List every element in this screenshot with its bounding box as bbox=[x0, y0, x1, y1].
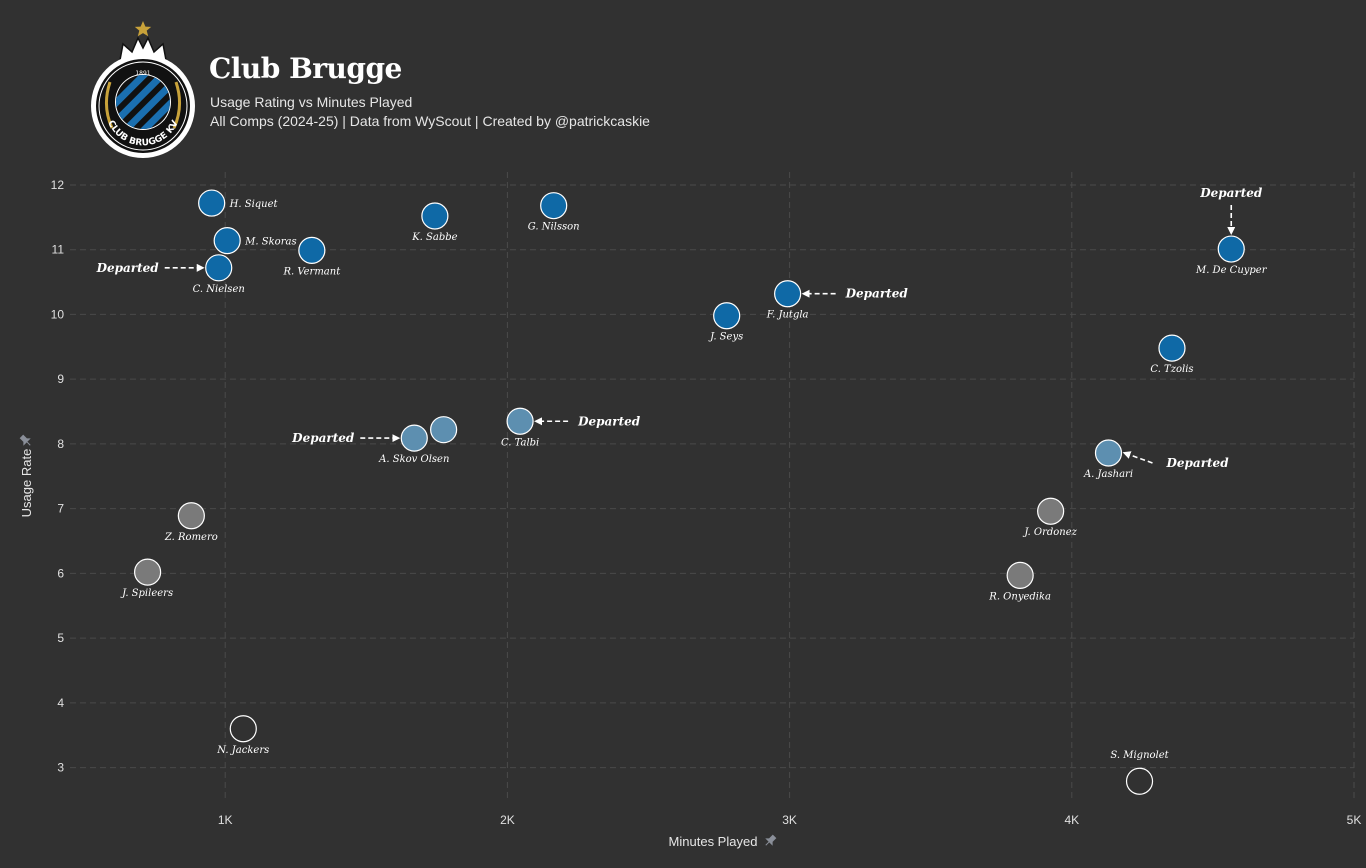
chart-title: Club Brugge bbox=[209, 52, 402, 85]
x-tick-label: 2K bbox=[500, 813, 515, 827]
point-label: J. Seys bbox=[708, 332, 743, 343]
point-label: H. Siquet bbox=[229, 199, 279, 210]
y-axis-pin-icon bbox=[19, 434, 31, 446]
y-tick-label: 10 bbox=[51, 307, 65, 321]
point-label: M. De Cuyper bbox=[1195, 265, 1268, 276]
point-label: F. Jutgla bbox=[766, 310, 809, 321]
departed-label: Departed bbox=[1165, 456, 1229, 470]
data-point bbox=[1125, 767, 1154, 795]
data-point bbox=[400, 424, 428, 452]
data-point bbox=[1037, 497, 1065, 525]
data-point bbox=[229, 715, 257, 743]
data-point bbox=[198, 189, 226, 217]
departed-annotations: Departed Departed Departed Departed Departed… bbox=[96, 186, 1263, 470]
laurel-right-icon bbox=[172, 81, 181, 129]
y-tick-label: 3 bbox=[57, 761, 64, 775]
point-label: Z. Romero bbox=[164, 532, 218, 543]
departed-label: Departed bbox=[845, 287, 909, 301]
point-label: J. Spileers bbox=[120, 588, 173, 599]
x-tick-label: 4K bbox=[1064, 813, 1079, 827]
data-point bbox=[1006, 561, 1034, 589]
departed-arrow bbox=[1122, 451, 1153, 464]
point-label: R. Onyedika bbox=[988, 591, 1051, 602]
point-label: J. Ordonez bbox=[1022, 527, 1077, 538]
club-brugge-logo: 1891 CLUB BRUGGE KV bbox=[91, 21, 195, 158]
data-point bbox=[421, 202, 449, 230]
y-tick-label: 12 bbox=[51, 178, 65, 192]
x-axis-pin-icon bbox=[765, 834, 777, 846]
departed-label: Departed bbox=[96, 261, 160, 275]
y-tick-label: 6 bbox=[57, 566, 64, 580]
star-icon bbox=[134, 21, 152, 37]
x-tick-label: 5K bbox=[1347, 813, 1362, 827]
data-point bbox=[1217, 235, 1245, 263]
y-axis-title: Usage Rate bbox=[19, 449, 34, 518]
x-axis-ticks: 1K 2K 3K 4K 5K bbox=[218, 813, 1361, 827]
logo-year: 1891 bbox=[135, 70, 150, 77]
departed-label: Departed bbox=[577, 414, 641, 428]
point-label: K. Sabbe bbox=[411, 232, 457, 243]
point-label: R. Vermant bbox=[282, 266, 341, 277]
data-point bbox=[1094, 439, 1123, 467]
data-point bbox=[205, 254, 233, 282]
point-label: S. Mignolet bbox=[1110, 750, 1169, 761]
data-point bbox=[540, 192, 568, 220]
x-tick-label: 1K bbox=[218, 813, 233, 827]
point-labels: H. Siquet M. Skoras C. Nielsen R. Vermant K.… bbox=[120, 199, 1268, 761]
point-label: G. Nilsson bbox=[528, 222, 580, 233]
chart-subtitle: Usage Rating vs Minutes Played bbox=[210, 94, 413, 110]
y-tick-label: 9 bbox=[57, 372, 64, 386]
data-point bbox=[506, 407, 534, 435]
y-tick-label: 4 bbox=[57, 696, 64, 710]
point-label: A. Skov Olsen bbox=[378, 454, 449, 465]
departed-label: Departed bbox=[1199, 186, 1263, 200]
point-label: N. Jackers bbox=[216, 745, 269, 756]
crown-icon bbox=[119, 36, 167, 61]
point-label: C. Tzolis bbox=[1150, 364, 1193, 375]
point-label: C. Talbi bbox=[501, 437, 539, 448]
data-point bbox=[177, 502, 205, 530]
grid-lines bbox=[70, 172, 1355, 800]
x-tick-label: 3K bbox=[782, 813, 797, 827]
laurel-left-icon bbox=[105, 81, 114, 129]
point-label: C. Nielsen bbox=[193, 284, 245, 295]
y-tick-label: 8 bbox=[57, 437, 64, 451]
departed-label: Departed bbox=[291, 431, 355, 445]
y-tick-label: 5 bbox=[57, 631, 64, 645]
point-label: A. Jashari bbox=[1083, 469, 1133, 480]
y-tick-label: 11 bbox=[52, 243, 65, 257]
data-point bbox=[713, 302, 741, 330]
y-axis-ticks: 3 4 5 6 7 8 9 10 11 12 bbox=[51, 178, 65, 775]
data-point bbox=[1158, 334, 1186, 362]
data-points bbox=[134, 189, 1245, 795]
x-axis-title: Minutes Played bbox=[669, 834, 758, 849]
data-point bbox=[298, 236, 326, 264]
point-label: M. Skoras bbox=[244, 237, 296, 248]
data-point bbox=[774, 280, 802, 308]
y-tick-label: 7 bbox=[57, 502, 64, 516]
chart-caption: All Comps (2024-25) | Data from WyScout … bbox=[210, 113, 650, 129]
data-point bbox=[134, 558, 162, 586]
data-point bbox=[213, 227, 241, 255]
data-point bbox=[430, 416, 458, 444]
